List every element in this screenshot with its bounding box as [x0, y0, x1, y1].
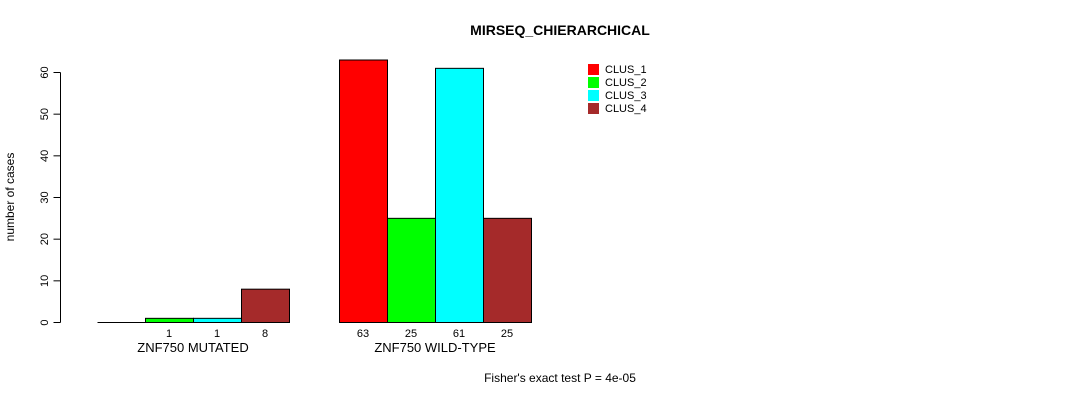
legend-label: CLUS_4 — [605, 102, 647, 115]
bar-value-label: 25 — [405, 328, 417, 340]
legend-label: CLUS_3 — [605, 89, 647, 102]
bar-clus_1-group2 — [339, 59, 388, 323]
legend-swatch-icon — [588, 90, 599, 101]
chart-legend: CLUS_1 CLUS_2 CLUS_3 CLUS_4 — [588, 63, 647, 115]
bar-value-label: 1 — [214, 328, 220, 340]
bar-value-label: 63 — [357, 328, 369, 340]
y-tick-label: 40 — [39, 150, 51, 162]
bar-clus_2-group1 — [145, 317, 194, 324]
legend-swatch-icon — [588, 64, 599, 75]
y-tick-label: 60 — [39, 66, 51, 78]
x-category-label: ZNF750 WILD-TYPE — [374, 340, 496, 355]
legend-swatch-icon — [588, 77, 599, 88]
bar-clus_3-group2 — [435, 67, 484, 324]
bar-value-label: 8 — [262, 328, 268, 340]
bar-value-label: 1 — [166, 328, 172, 340]
y-tick-label: 10 — [39, 275, 51, 287]
y-tick-label: 30 — [39, 191, 51, 203]
bar-value-label: 61 — [453, 328, 465, 340]
statistical-test-note: Fisher's exact test P = 4e-05 — [484, 371, 636, 385]
legend-row-clus_4: CLUS_4 — [588, 102, 647, 115]
legend-label: CLUS_1 — [605, 63, 647, 76]
chart-title: MIRSEQ_CHIERARCHICAL — [470, 22, 650, 38]
bar-value-label: 25 — [501, 328, 513, 340]
y-tick-label: 0 — [39, 319, 51, 325]
legend-swatch-icon — [588, 103, 599, 114]
legend-row-clus_1: CLUS_1 — [588, 63, 647, 76]
legend-row-clus_2: CLUS_2 — [588, 76, 647, 89]
y-tick-label: 20 — [39, 233, 51, 245]
y-tick-label: 50 — [39, 108, 51, 120]
bar-clus_4-group2 — [483, 217, 532, 323]
bar-clus_3-group1 — [193, 317, 242, 324]
legend-row-clus_3: CLUS_3 — [588, 89, 647, 102]
bar-clus_4-group1 — [241, 288, 290, 323]
bar-clus_2-group2 — [387, 217, 436, 323]
x-category-label: ZNF750 MUTATED — [137, 340, 248, 355]
legend-label: CLUS_2 — [605, 76, 647, 89]
